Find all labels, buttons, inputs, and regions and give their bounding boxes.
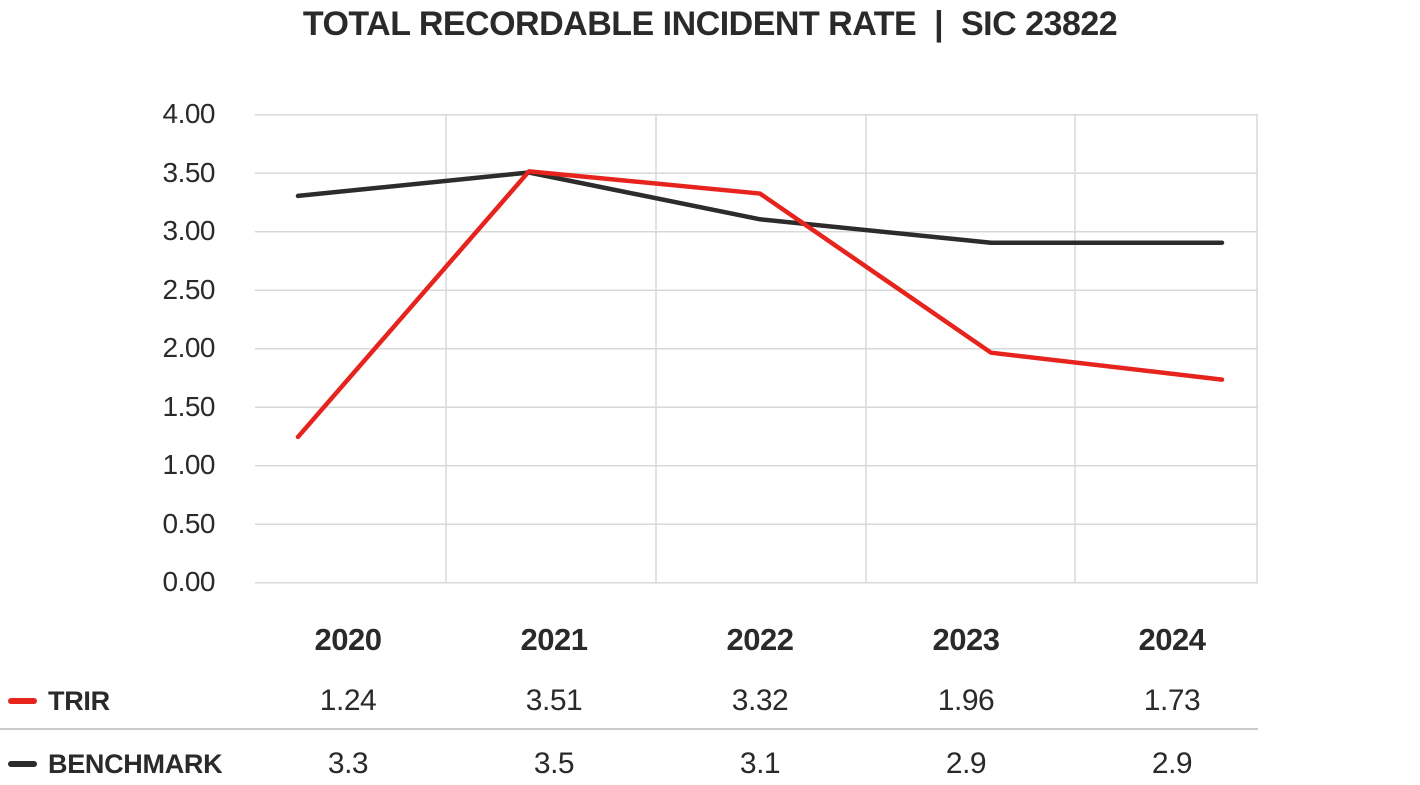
trir-legend-dash	[8, 698, 37, 704]
benchmark-row: BENCHMARK 3.3 3.5 3.1 2.9 2.9	[0, 747, 1420, 781]
y-tick-label: 1.50	[162, 390, 216, 422]
benchmark-value: 3.3	[327, 747, 369, 780]
year-label: 2020	[314, 622, 382, 657]
y-tick-label: 2.50	[162, 273, 216, 305]
benchmark-value: 3.5	[533, 747, 575, 780]
year-label: 2023	[932, 622, 1000, 657]
benchmark-legend-dash	[8, 761, 37, 767]
benchmark-legend-label: BENCHMARK	[48, 749, 223, 779]
trir-line	[295, 169, 1225, 440]
trir-value: 1.73	[1143, 684, 1201, 717]
y-tick-label: 1.00	[162, 449, 216, 480]
trir-value: 1.96	[937, 684, 995, 717]
y-tick-label: 0.00	[162, 566, 216, 597]
trir-legend-label: TRIR	[48, 686, 110, 716]
benchmark-line	[295, 170, 1225, 245]
trir-row: TRIR 1.24 3.51 3.32 1.96 1.73	[0, 684, 1420, 718]
y-tick-label: 3.00	[162, 215, 216, 246]
year-label: 2024	[1138, 622, 1206, 657]
year-label: 2022	[726, 622, 794, 657]
benchmark-value: 3.1	[739, 747, 781, 780]
year-header-row: 2020 2021 2022 2023 2024	[0, 623, 1420, 657]
chart-title: TOTAL RECORDABLE INCIDENT RATE | SIC 238…	[302, 5, 1118, 43]
y-tick-label: 3.50	[162, 156, 216, 188]
trir-value: 3.32	[731, 684, 789, 717]
row-divider	[0, 728, 1258, 730]
benchmark-value: 2.9	[1151, 747, 1193, 780]
benchmark-value: 2.9	[945, 747, 987, 780]
plot-area	[255, 114, 1258, 584]
y-axis: 4.00 3.50 3.00 2.50 2.00 1.50 1.00 0.50 0.00	[125, 0, 216, 785]
trir-value: 3.51	[525, 684, 583, 717]
y-tick-label: 0.50	[162, 507, 216, 539]
y-tick-label: 2.00	[162, 332, 216, 363]
trir-value: 1.24	[319, 684, 377, 717]
y-tick-label: 4.00	[162, 98, 216, 129]
year-label: 2021	[520, 622, 588, 657]
